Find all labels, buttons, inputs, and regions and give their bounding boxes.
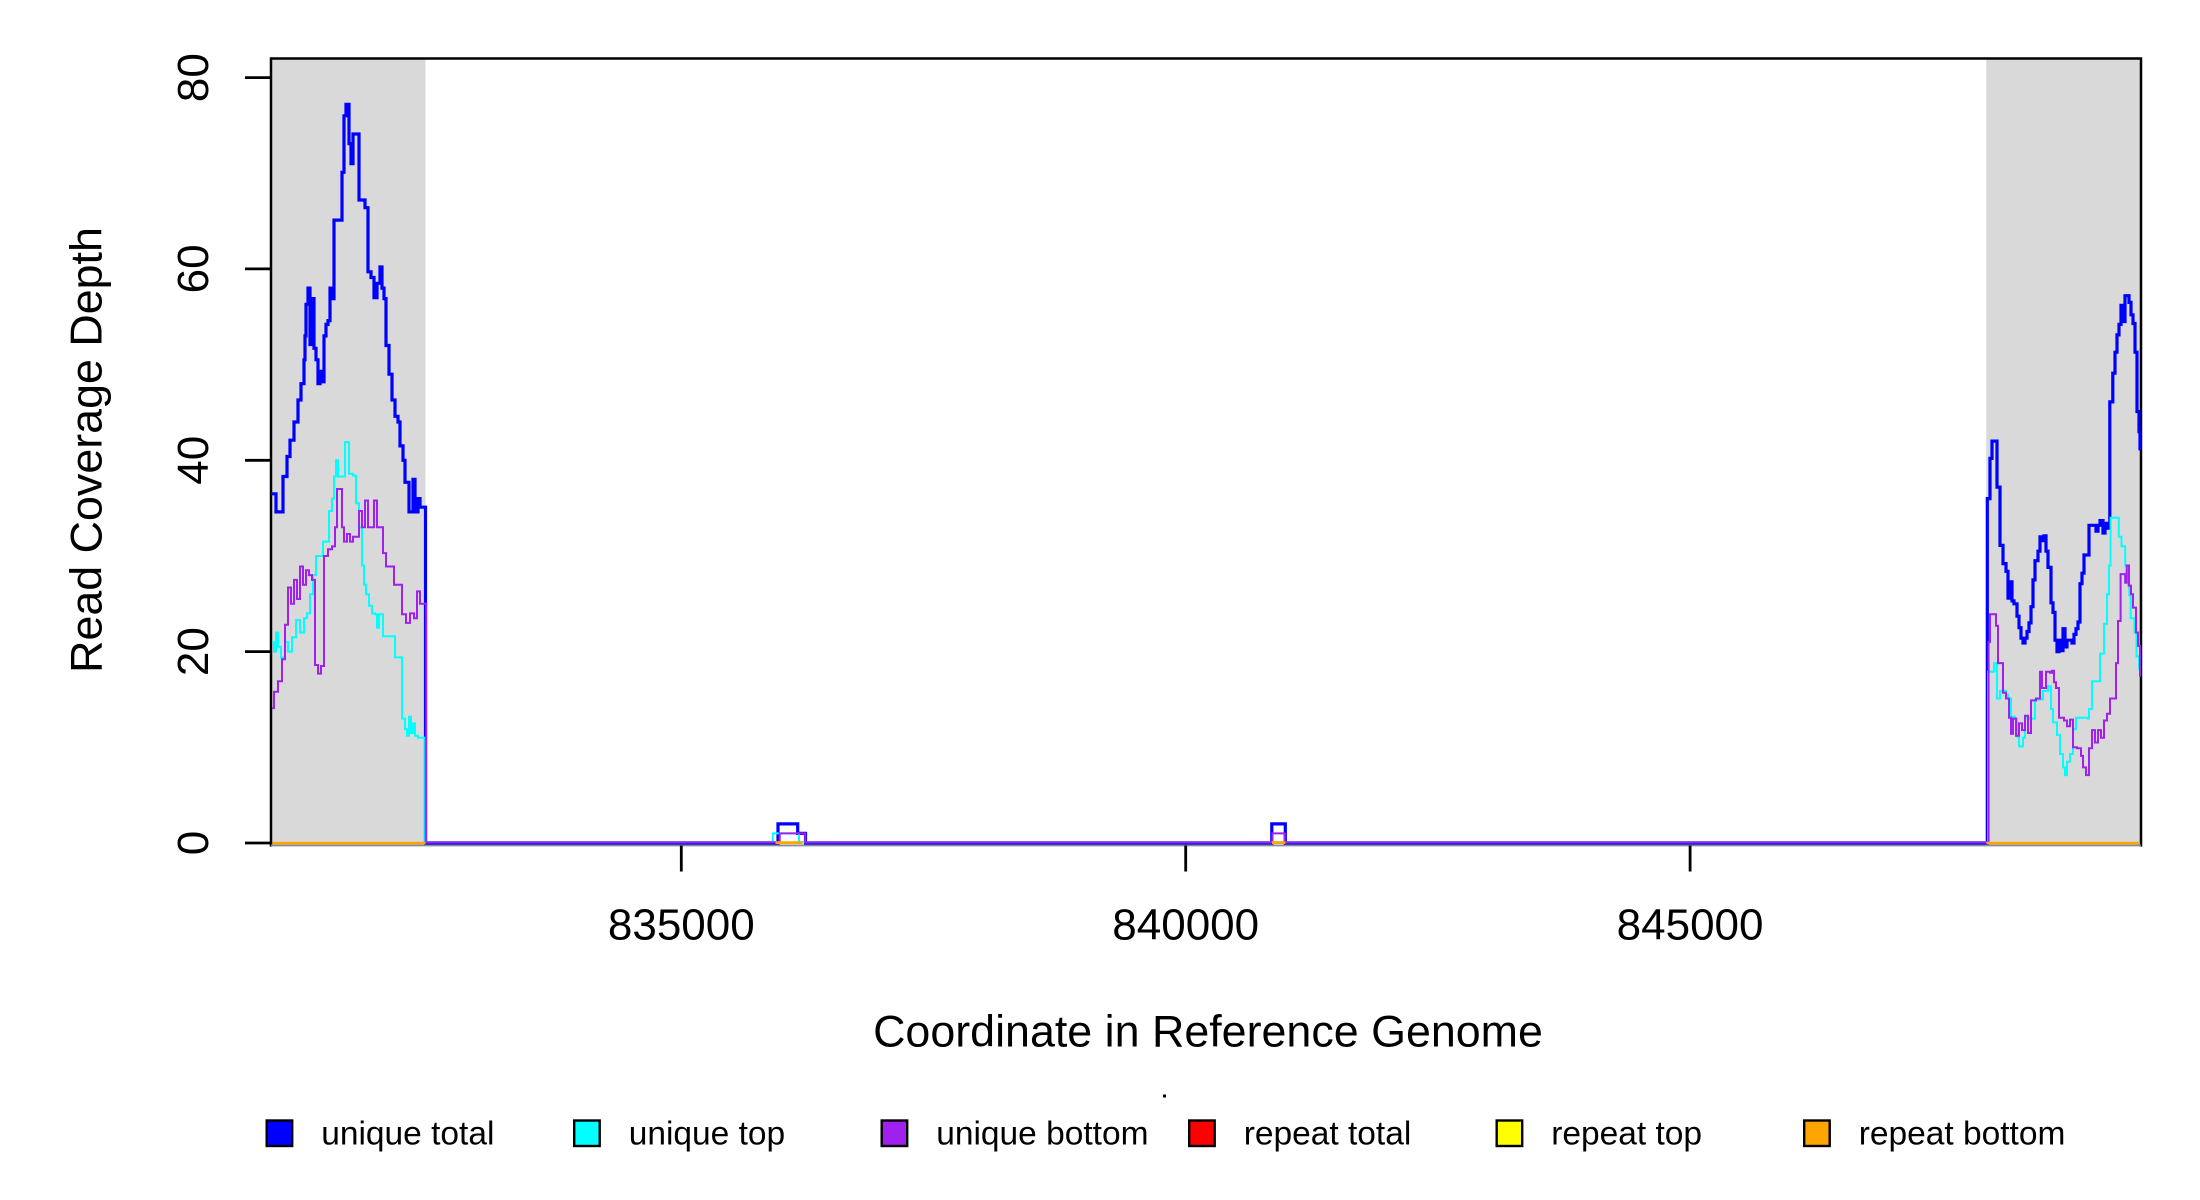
svg-text:80: 80 <box>169 53 218 102</box>
svg-text:40: 40 <box>169 436 218 485</box>
svg-text:unique top: unique top <box>629 1116 785 1153</box>
svg-text:840000: 840000 <box>1112 901 1259 950</box>
svg-text:845000: 845000 <box>1617 901 1764 950</box>
svg-text:repeat total: repeat total <box>1244 1116 1412 1153</box>
svg-text:repeat top: repeat top <box>1551 1116 1702 1153</box>
svg-text:835000: 835000 <box>608 901 755 950</box>
svg-text:20: 20 <box>169 627 218 676</box>
svg-text:Read Coverage Depth: Read Coverage Depth <box>62 227 112 673</box>
svg-text:unique bottom: unique bottom <box>936 1116 1148 1153</box>
svg-text:0: 0 <box>169 831 218 855</box>
svg-text:unique total: unique total <box>321 1116 494 1153</box>
svg-text:Coordinate in Reference Genome: Coordinate in Reference Genome <box>873 1006 1543 1056</box>
svg-text:repeat bottom: repeat bottom <box>1859 1116 2066 1153</box>
svg-text:60: 60 <box>169 244 218 293</box>
